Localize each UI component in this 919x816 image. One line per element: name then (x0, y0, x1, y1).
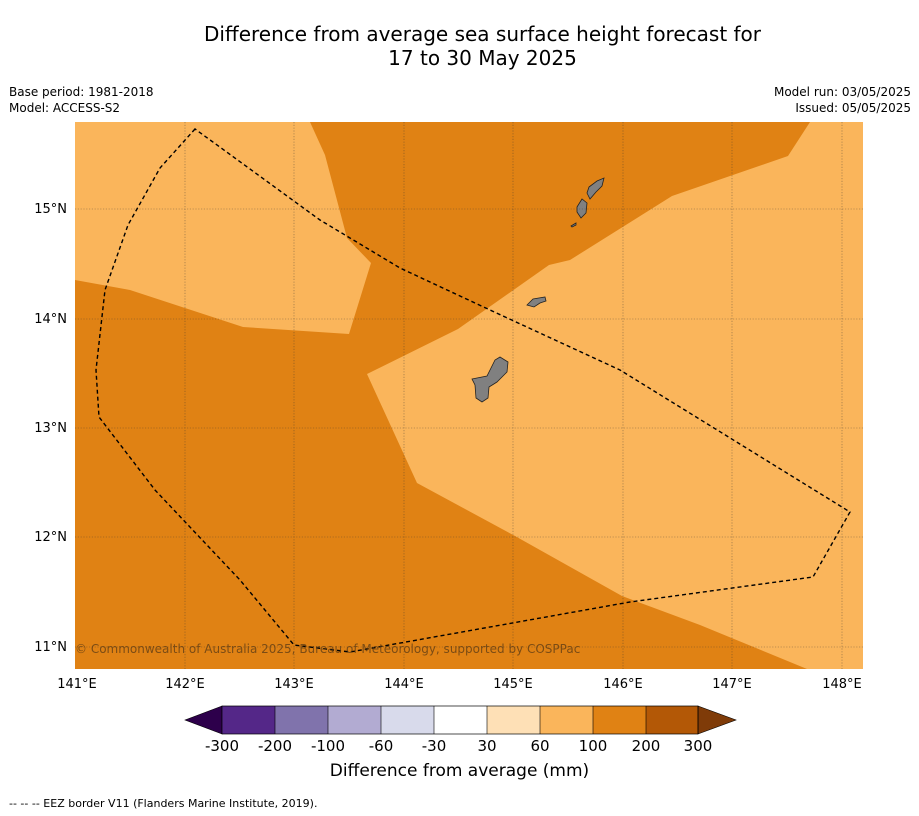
colorbar-tick-label: -30 (422, 737, 447, 755)
lon-label-147e: 147°E (712, 677, 752, 692)
colorbar-extend-low (184, 705, 223, 735)
lon-label-143e: 143°E (274, 677, 314, 692)
issue-info: Model run: 03/05/2025 Issued: 05/05/2025 (774, 84, 911, 116)
eez-border (95, 128, 851, 653)
colorbar: -300 -200 -100 -60 -30 30 60 100 200 300 (184, 705, 737, 755)
colorbar-bin-1 (222, 706, 275, 734)
lat-label-13n: 13°N (34, 421, 67, 436)
colorbar-bin-3 (328, 706, 381, 734)
colorbar-tick-label: 60 (530, 737, 549, 755)
lon-label-142e: 142°E (165, 677, 205, 692)
latitude-labels: 15°N 14°N 13°N 12°N 11°N (34, 202, 67, 655)
guam-island (471, 356, 509, 403)
colorbar-bin-5 (434, 706, 487, 734)
rota-island (526, 296, 547, 308)
model-info: Base period: 1981-2018 Model: ACCESS-S2 (9, 84, 154, 116)
colorbar-title: Difference from average (mm) (329, 761, 590, 781)
colorbar-tick-label: -300 (205, 737, 239, 755)
lat-label-12n: 12°N (34, 530, 67, 545)
colorbar-tick-label: -100 (311, 737, 345, 755)
colorbar-bin-4 (381, 706, 434, 734)
colorbar-tick-labels: -300 -200 -100 -60 -30 30 60 100 200 300 (205, 737, 712, 755)
colorbar-bin-6 (487, 706, 540, 734)
colorbar-bin-7 (540, 706, 593, 734)
eez-footnote: -- -- -- EEZ border V11 (Flanders Marine… (9, 797, 318, 810)
lon-label-148e: 148°E (822, 677, 862, 692)
lon-label-145e: 145°E (493, 677, 533, 692)
colorbar-tick-label: 300 (684, 737, 713, 755)
longitude-labels: 141°E 142°E 143°E 144°E 145°E 146°E 147°… (57, 677, 862, 692)
lat-label-11n: 11°N (34, 640, 67, 655)
colorbar-tick-label: 200 (632, 737, 661, 755)
colorbar-tick-label: -200 (258, 737, 292, 755)
colorbar-extend-high (697, 705, 737, 735)
tinian-island (576, 198, 588, 219)
saipan-island (586, 177, 605, 200)
colorbar-tick-label: -60 (369, 737, 394, 755)
copyright-text: © Commonwealth of Australia 2025, Bureau… (75, 642, 580, 656)
lat-label-14n: 14°N (34, 312, 67, 327)
anomaly-60-100-region-east (367, 122, 863, 669)
title-line-2: 17 to 30 May 2025 (388, 46, 577, 70)
colorbar-bin-9 (646, 706, 698, 734)
islands (471, 177, 605, 403)
anomaly-60-100-region-northwest (75, 122, 371, 334)
colorbar-tick-label: 30 (477, 737, 496, 755)
base-period-text: Base period: 1981-2018 (9, 85, 154, 99)
colorbar-tick-label: 100 (579, 737, 608, 755)
lat-label-15n: 15°N (34, 202, 67, 217)
model-run-text: Model run: 03/05/2025 (773, 85, 911, 99)
issued-text: Issued: 05/05/2025 (795, 101, 911, 115)
chart-title: Difference from average sea surface heig… (0, 22, 919, 70)
lon-label-146e: 146°E (603, 677, 643, 692)
aguijan-island (570, 222, 577, 228)
title-line-1: Difference from average sea surface heig… (203, 22, 762, 46)
model-name-text: Model: ACCESS-S2 (9, 101, 121, 115)
lon-label-144e: 144°E (384, 677, 424, 692)
lon-label-141e: 141°E (57, 677, 97, 692)
map-area: © Commonwealth of Australia 2025, Bureau… (75, 122, 863, 669)
colorbar-bin-8 (593, 706, 646, 734)
colorbar-bin-2 (275, 706, 328, 734)
